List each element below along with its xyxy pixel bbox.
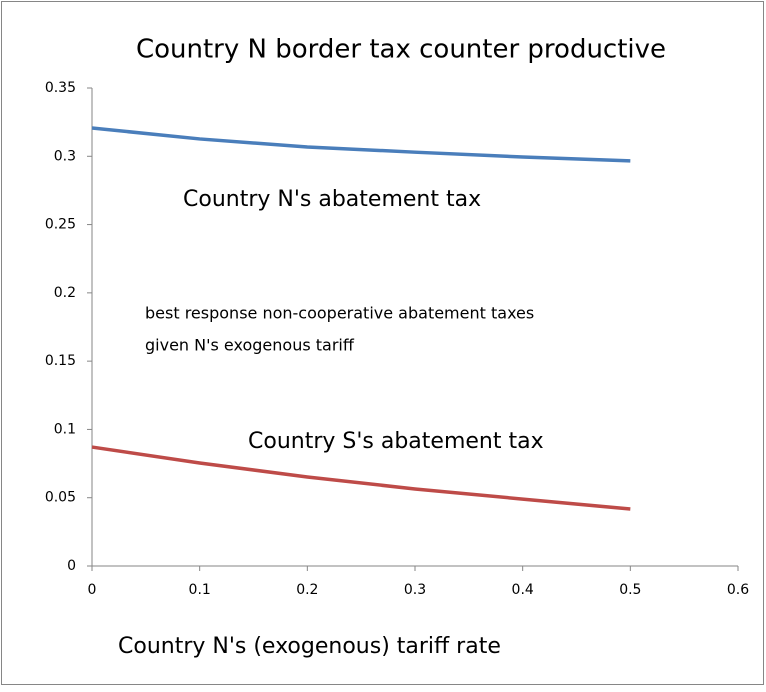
y-tick-label: 0.25 [45, 217, 76, 233]
x-tick-label: 0.1 [189, 582, 211, 598]
x-tick-label: 0.2 [296, 582, 318, 598]
x-tick-label: 0 [88, 582, 97, 598]
y-tick-label: 0 [67, 558, 76, 574]
annotation: given N's exogenous tariff [145, 336, 355, 355]
x-axis-title: Country N's (exogenous) tariff rate [118, 634, 501, 659]
y-tick-label: 0.15 [45, 353, 76, 369]
series-label: Country S's abatement tax [248, 429, 544, 454]
series-label: Country N's abatement tax [183, 187, 481, 212]
x-tick-label: 0.5 [619, 582, 641, 598]
chart-title: Country N border tax counter productive [136, 35, 666, 65]
y-tick-label: 0.35 [45, 80, 76, 96]
y-tick-label: 0.1 [54, 421, 76, 437]
y-tick-label: 0.3 [54, 148, 76, 164]
series-line [91, 126, 631, 163]
x-tick-label: 0.4 [512, 582, 534, 598]
y-tick-label: 0.05 [45, 490, 76, 506]
x-tick-label: 0.3 [404, 582, 426, 598]
series-line [91, 445, 631, 511]
annotation: best response non-cooperative abatement … [145, 304, 534, 323]
x-tick-label: 0.6 [727, 582, 749, 598]
y-tick-label: 0.2 [54, 285, 76, 301]
